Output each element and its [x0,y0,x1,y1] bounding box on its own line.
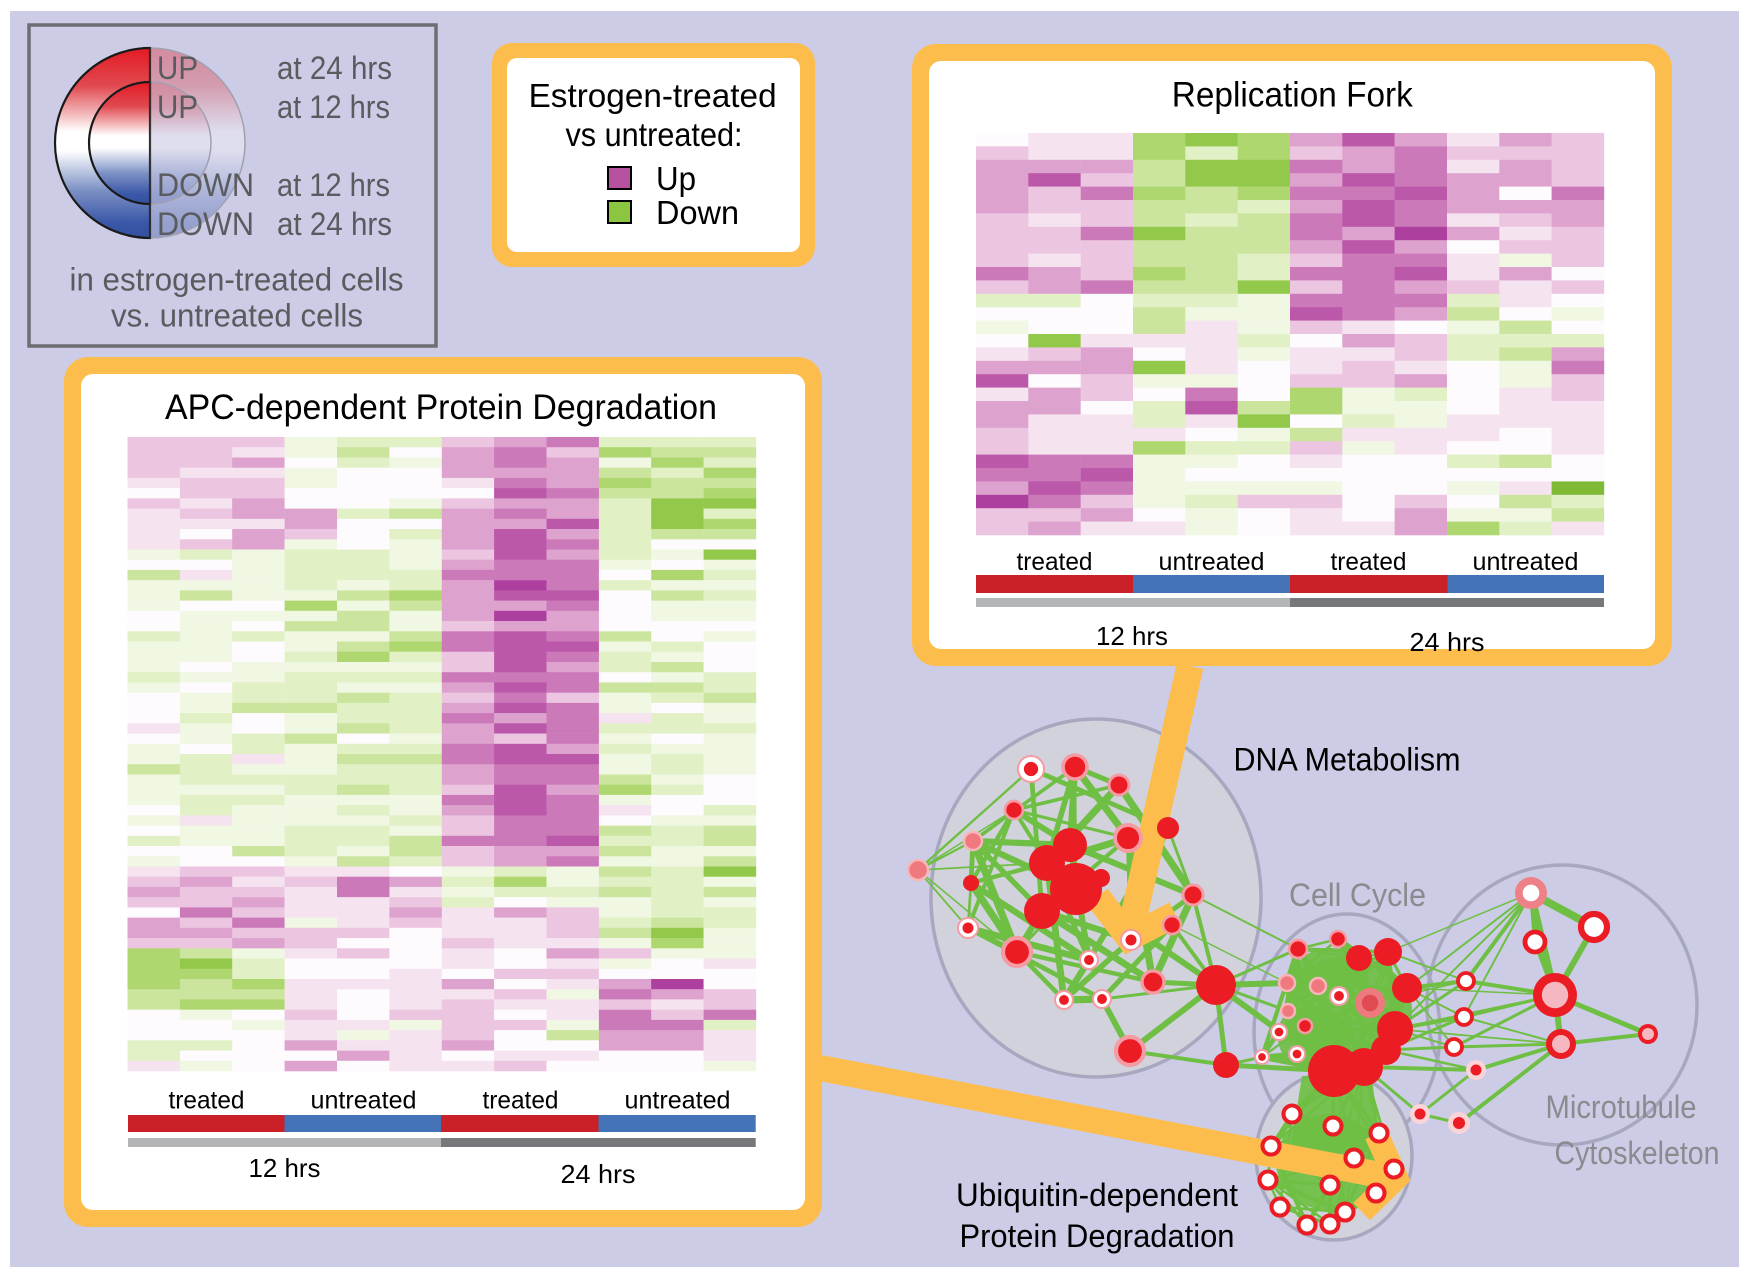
svg-text:UP: UP [157,50,198,86]
svg-text:DOWN: DOWN [157,206,254,242]
svg-text:vs. untreated cells: vs. untreated cells [111,297,363,333]
svg-text:24 hrs: 24 hrs [1410,627,1485,657]
svg-text:Protein Degradation: Protein Degradation [960,1218,1235,1254]
svg-text:treated: treated [1017,548,1093,576]
svg-text:at 24 hrs: at 24 hrs [277,206,392,242]
svg-text:Microtubule: Microtubule [1546,1089,1697,1125]
svg-text:Ubiquitin-dependent: Ubiquitin-dependent [956,1177,1238,1213]
svg-text:treated: treated [1331,548,1407,576]
svg-text:Replication Fork: Replication Fork [1172,75,1413,115]
svg-text:Estrogen-treated: Estrogen-treated [529,77,777,114]
svg-text:Up: Up [656,160,696,197]
svg-text:UP: UP [157,89,198,125]
svg-text:DOWN: DOWN [157,167,254,203]
svg-text:12 hrs: 12 hrs [1096,621,1168,651]
svg-text:untreated: untreated [311,1086,417,1114]
svg-text:treated: treated [169,1086,245,1114]
svg-text:untreated: untreated [625,1086,731,1114]
svg-text:at 24 hrs: at 24 hrs [277,50,392,86]
svg-text:Cytoskeleton: Cytoskeleton [1555,1135,1720,1171]
svg-text:treated: treated [483,1086,559,1114]
svg-text:24 hrs: 24 hrs [561,1159,636,1189]
svg-text:Down: Down [656,194,739,231]
svg-text:12 hrs: 12 hrs [249,1153,321,1183]
svg-text:DNA Metabolism: DNA Metabolism [1234,742,1461,778]
svg-text:at 12 hrs: at 12 hrs [277,167,390,203]
svg-text:untreated: untreated [1473,548,1579,576]
svg-text:Cell Cycle: Cell Cycle [1289,877,1426,913]
svg-text:vs untreated:: vs untreated: [566,116,743,153]
svg-text:APC-dependent Protein Degradat: APC-dependent Protein Degradation [165,387,717,427]
svg-text:at 12 hrs: at 12 hrs [277,89,390,125]
svg-text:untreated: untreated [1159,548,1265,576]
svg-text:in estrogen-treated cells: in estrogen-treated cells [70,262,404,298]
